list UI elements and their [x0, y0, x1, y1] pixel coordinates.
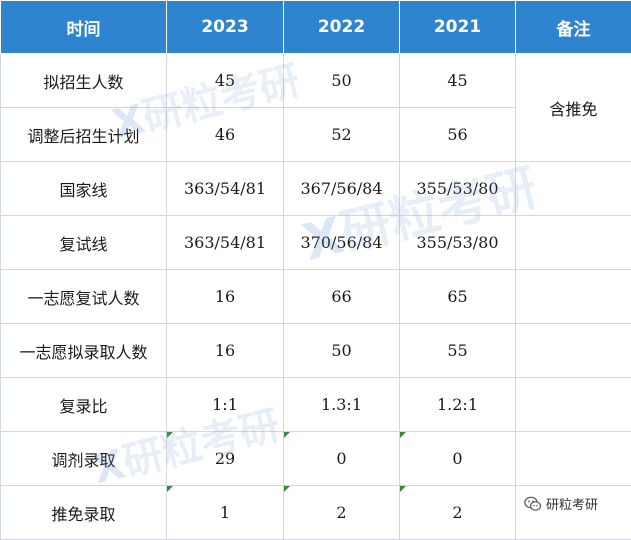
- cell-2021: 355/53/80: [400, 162, 516, 216]
- row-label: 复试线: [1, 216, 167, 270]
- cell-2021: 65: [400, 270, 516, 324]
- cell-2022: 1.3:1: [284, 378, 400, 432]
- row-label: 调整后招生计划: [1, 108, 167, 162]
- table-row: 国家线 363/54/81 367/56/84 355/53/80: [1, 162, 631, 216]
- cell-2023: 29: [167, 432, 284, 486]
- header-2021: 2021: [400, 1, 516, 54]
- note-cell-merged: 含推免: [516, 54, 631, 162]
- cell-2023: 363/54/81: [167, 216, 284, 270]
- header-note: 备注: [516, 1, 631, 54]
- header-row: 时间 2023 2022 2021 备注: [1, 1, 631, 54]
- cell-2022: 370/56/84: [284, 216, 400, 270]
- cell-2023: 16: [167, 270, 284, 324]
- table-row: 一志愿复试人数 16 66 65: [1, 270, 631, 324]
- cell-2022: 50: [284, 324, 400, 378]
- header-2023: 2023: [167, 1, 284, 54]
- row-label: 一志愿拟录取人数: [1, 324, 167, 378]
- row-label: 一志愿复试人数: [1, 270, 167, 324]
- row-label: 调剂录取: [1, 432, 167, 486]
- table-row: 复录比 1:1 1.3:1 1.2:1: [1, 378, 631, 432]
- cell-2021: 355/53/80: [400, 216, 516, 270]
- note-cell: [516, 216, 631, 270]
- cell-2022: 66: [284, 270, 400, 324]
- cell-2023: 45: [167, 54, 284, 108]
- cell-2023: 16: [167, 324, 284, 378]
- table-row: 调剂录取 29 0 0: [1, 432, 631, 486]
- cell-2021: 2: [400, 486, 516, 540]
- note-cell: [516, 324, 631, 378]
- table-row: 一志愿拟录取人数 16 50 55: [1, 324, 631, 378]
- note-cell: [516, 378, 631, 432]
- cell-2022: 50: [284, 54, 400, 108]
- cell-2023: 1:1: [167, 378, 284, 432]
- cell-2021: 0: [400, 432, 516, 486]
- row-label: 拟招生人数: [1, 54, 167, 108]
- cell-2023: 1: [167, 486, 284, 540]
- note-cell: [516, 270, 631, 324]
- header-time: 时间: [1, 1, 167, 54]
- table-row: 拟招生人数 45 50 45 含推免: [1, 54, 631, 108]
- cell-2022: 2: [284, 486, 400, 540]
- row-label: 国家线: [1, 162, 167, 216]
- wechat-icon: [524, 496, 542, 512]
- row-label: 复录比: [1, 378, 167, 432]
- source-badge-text: 研粒考研: [546, 494, 598, 513]
- cell-2021: 1.2:1: [400, 378, 516, 432]
- cell-2022: 0: [284, 432, 400, 486]
- cell-2022: 367/56/84: [284, 162, 400, 216]
- cell-2023: 46: [167, 108, 284, 162]
- cell-2021: 56: [400, 108, 516, 162]
- table-row: 复试线 363/54/81 370/56/84 355/53/80: [1, 216, 631, 270]
- cell-2021: 45: [400, 54, 516, 108]
- cell-2022: 52: [284, 108, 400, 162]
- header-2022: 2022: [284, 1, 400, 54]
- cell-2021: 55: [400, 324, 516, 378]
- source-badge: 研粒考研: [524, 494, 598, 513]
- row-label: 推免录取: [1, 486, 167, 540]
- note-cell: [516, 432, 631, 486]
- cell-2023: 363/54/81: [167, 162, 284, 216]
- note-cell: [516, 162, 631, 216]
